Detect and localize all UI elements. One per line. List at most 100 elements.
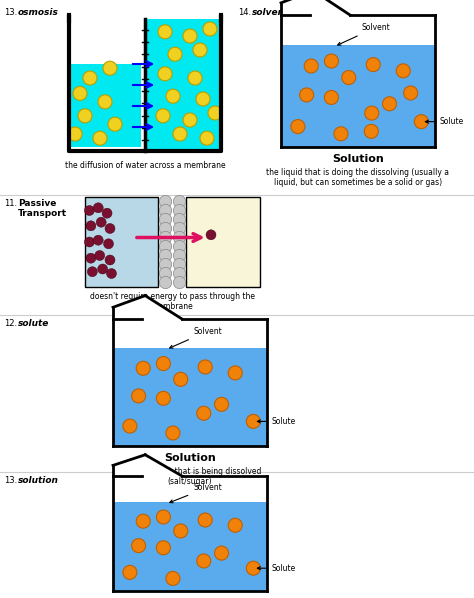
Circle shape [95, 251, 105, 261]
Circle shape [324, 54, 338, 68]
Text: 13.: 13. [4, 476, 17, 485]
Circle shape [342, 71, 356, 84]
Circle shape [105, 224, 115, 233]
Circle shape [193, 43, 207, 57]
Text: 12.: 12. [4, 319, 17, 328]
Circle shape [93, 203, 103, 213]
Bar [281, 45, 435, 147]
Circle shape [198, 360, 212, 374]
Circle shape [206, 230, 216, 240]
Polygon shape [113, 454, 182, 476]
Circle shape [158, 67, 172, 81]
Circle shape [68, 127, 82, 141]
Circle shape [84, 237, 94, 247]
Circle shape [197, 406, 211, 420]
Circle shape [215, 546, 228, 560]
Circle shape [156, 510, 171, 524]
Circle shape [208, 106, 222, 120]
Circle shape [105, 255, 115, 265]
Circle shape [93, 235, 103, 245]
Text: Solute: Solute [257, 417, 296, 426]
Text: Solvent: Solvent [337, 23, 390, 45]
Circle shape [183, 113, 197, 127]
Circle shape [166, 89, 180, 103]
Bar [278, 15, 438, 150]
Circle shape [173, 249, 186, 262]
Circle shape [173, 213, 186, 225]
Circle shape [383, 97, 397, 111]
Circle shape [103, 61, 117, 75]
Circle shape [196, 92, 210, 106]
Text: the liquid that is doing the dissolving (usually a
liquid, but can sometimes be : the liquid that is doing the dissolving … [266, 168, 449, 187]
Circle shape [304, 59, 318, 73]
Circle shape [200, 131, 214, 145]
Bar [65, 15, 225, 155]
Circle shape [102, 208, 112, 218]
Circle shape [159, 258, 172, 271]
Circle shape [173, 205, 186, 216]
Circle shape [159, 213, 172, 225]
Circle shape [98, 264, 108, 274]
Text: Solute: Solute [425, 117, 464, 126]
Circle shape [198, 513, 212, 527]
Circle shape [414, 115, 428, 129]
Circle shape [173, 222, 186, 234]
Polygon shape [113, 295, 182, 319]
Circle shape [228, 518, 242, 532]
Text: 13.: 13. [4, 8, 17, 17]
Circle shape [188, 71, 202, 85]
Circle shape [159, 205, 172, 216]
Circle shape [173, 258, 186, 271]
Circle shape [173, 276, 186, 289]
Circle shape [159, 222, 172, 234]
Circle shape [173, 240, 186, 253]
Circle shape [84, 206, 94, 215]
Text: solvent: solvent [252, 8, 289, 17]
Text: the substance that is being dissolved
(salt/sugar): the substance that is being dissolved (s… [118, 467, 262, 486]
Circle shape [215, 397, 228, 411]
Circle shape [334, 127, 348, 141]
Bar [113, 347, 267, 446]
Bar [113, 502, 267, 591]
Circle shape [107, 269, 117, 279]
Circle shape [324, 90, 338, 105]
Circle shape [93, 131, 107, 145]
Circle shape [246, 561, 260, 575]
Text: Solution: Solution [332, 154, 384, 164]
Circle shape [246, 414, 260, 428]
Circle shape [173, 127, 187, 141]
Circle shape [168, 47, 182, 61]
Circle shape [156, 541, 170, 555]
Text: solute: solute [18, 319, 49, 328]
Text: the diffusion of water across a membrane: the diffusion of water across a membrane [64, 161, 225, 170]
Circle shape [203, 22, 217, 36]
Bar [145, 19, 221, 151]
Circle shape [365, 124, 378, 138]
Circle shape [83, 71, 97, 85]
Circle shape [136, 514, 150, 528]
Text: Solvent: Solvent [170, 327, 222, 348]
Circle shape [86, 221, 96, 231]
Circle shape [173, 231, 186, 243]
Text: Solution: Solution [164, 453, 216, 463]
Text: solution: solution [18, 476, 59, 485]
Circle shape [158, 25, 172, 39]
Circle shape [96, 217, 106, 227]
Circle shape [159, 231, 172, 243]
Circle shape [156, 356, 171, 371]
Circle shape [87, 267, 97, 277]
Circle shape [156, 391, 170, 405]
Bar [186, 197, 260, 287]
Text: Passive
Transport: Passive Transport [18, 199, 67, 218]
Circle shape [291, 120, 305, 133]
Circle shape [123, 565, 137, 579]
Circle shape [365, 106, 379, 120]
Circle shape [136, 361, 150, 376]
Circle shape [174, 373, 188, 386]
Circle shape [123, 419, 137, 433]
Text: 11.: 11. [4, 199, 17, 208]
Text: 14.: 14. [238, 8, 251, 17]
Circle shape [159, 276, 172, 289]
Circle shape [166, 426, 180, 440]
Circle shape [156, 109, 170, 123]
